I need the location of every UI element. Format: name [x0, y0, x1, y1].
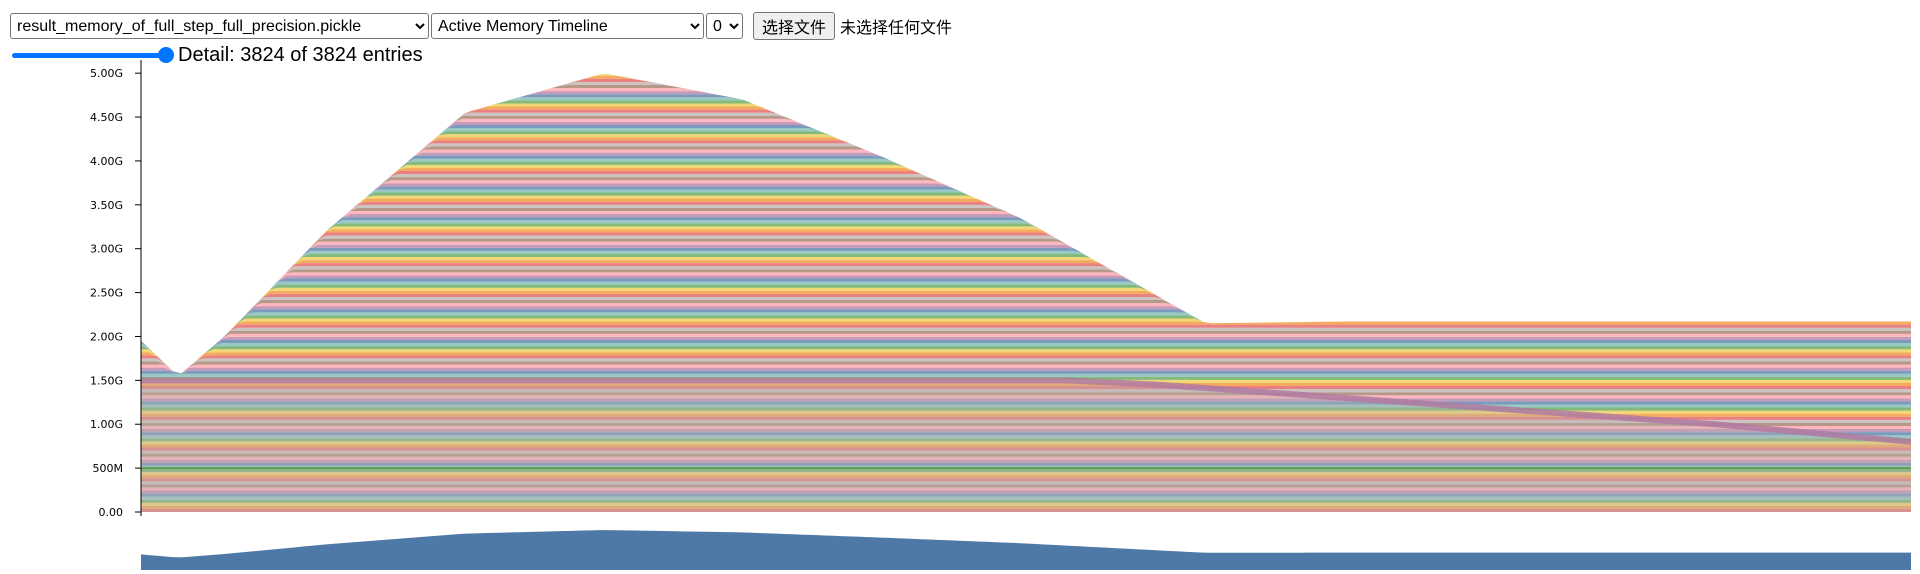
snapshot-file-select[interactable]: result_memory_of_full_step_full_precisio…: [10, 13, 429, 39]
y-tick-label: 2.00G: [90, 330, 123, 343]
allocation-band: [141, 508, 1911, 512]
allocation-band: [141, 398, 1911, 402]
allocation-band: [141, 459, 1911, 463]
y-tick-label: 1.50G: [90, 374, 123, 387]
allocation-band: [141, 367, 1911, 374]
device-select[interactable]: 0: [706, 13, 743, 39]
allocation-band: [141, 475, 1911, 479]
allocation-band: [141, 438, 1911, 442]
allocation-band: [141, 472, 1911, 476]
allocation-band: [141, 392, 1911, 396]
detail-controls: Detail: 3824 of 3824 entries: [10, 42, 423, 68]
allocation-band: [141, 435, 1911, 439]
allocation-band: [141, 478, 1911, 482]
allocation-band: [141, 355, 1911, 374]
allocation-band: [141, 481, 1911, 485]
allocation-band: [141, 413, 1911, 417]
allocation-band: [141, 358, 1911, 374]
allocation-band: [141, 450, 1911, 454]
file-status-text: 未选择任何文件: [840, 20, 953, 37]
allocation-band: [141, 496, 1911, 500]
y-tick-label: 2.50G: [90, 287, 123, 300]
y-tick-label: 1.00G: [90, 418, 123, 431]
allocation-band: [141, 456, 1911, 460]
toolbar: result_memory_of_full_step_full_precisio…: [10, 12, 953, 40]
allocation-band: [141, 502, 1911, 506]
allocation-band: [141, 453, 1911, 457]
detail-slider[interactable]: [10, 47, 174, 63]
allocation-band: [141, 429, 1911, 433]
y-tick-label: 0.00: [99, 506, 124, 519]
view-mode-select[interactable]: Active Memory Timeline: [431, 13, 704, 39]
allocation-band: [141, 422, 1911, 426]
allocation-band: [141, 370, 1911, 374]
y-tick-label: 3.00G: [90, 243, 123, 256]
y-tick-label: 5.00G: [90, 67, 123, 80]
minimap[interactable]: [141, 530, 1911, 570]
y-tick-label: 3.50G: [90, 199, 123, 212]
allocation-band: [141, 395, 1911, 399]
y-axis: 0.00 500M 1.00G 1.50G 2.00G 2.50G 3.00G 3.50G 4.…: [90, 60, 142, 519]
allocation-band: [141, 499, 1911, 503]
stacked-area-plot: [141, 73, 1911, 512]
allocation-band: [141, 484, 1911, 488]
allocation-band: [141, 373, 1911, 377]
allocation-band: [141, 349, 1911, 374]
allocation-band: [141, 364, 1911, 374]
allocation-band: [141, 343, 1911, 374]
allocation-bands: [141, 73, 1911, 512]
allocation-band: [141, 468, 1911, 473]
allocation-band: [141, 346, 1911, 374]
allocation-band: [141, 490, 1911, 494]
allocation-band: [141, 493, 1911, 497]
allocation-band: [141, 505, 1911, 509]
detail-label: Detail: 3824 of 3824 entries: [178, 43, 423, 66]
allocation-band: [141, 382, 1911, 387]
allocation-band: [141, 462, 1911, 466]
allocation-band: [141, 361, 1911, 374]
allocation-band: [141, 352, 1911, 374]
allocation-band: [141, 419, 1911, 423]
allocation-band: [141, 487, 1911, 491]
allocation-band: [141, 389, 1911, 393]
y-tick-label: 4.50G: [90, 111, 123, 124]
allocation-band: [141, 447, 1911, 451]
minimap-area: [141, 530, 1911, 570]
lower-band-edge: [141, 377, 1911, 445]
choose-file-button[interactable]: 选择文件: [753, 12, 836, 40]
allocation-band: [141, 432, 1911, 436]
detail-slider-track: [12, 53, 172, 58]
y-tick-label: 4.00G: [90, 155, 123, 168]
allocation-band: [141, 425, 1911, 430]
lower-allocation-band: [141, 377, 1911, 512]
allocation-band: [141, 410, 1911, 414]
allocation-band: [141, 416, 1911, 420]
allocation-band: [141, 441, 1911, 445]
allocation-band: [141, 444, 1911, 448]
y-tick-label: 500M: [93, 462, 124, 475]
lower-band-area: [141, 380, 1911, 512]
detail-slider-thumb[interactable]: [158, 47, 174, 63]
allocation-band: [141, 386, 1911, 390]
